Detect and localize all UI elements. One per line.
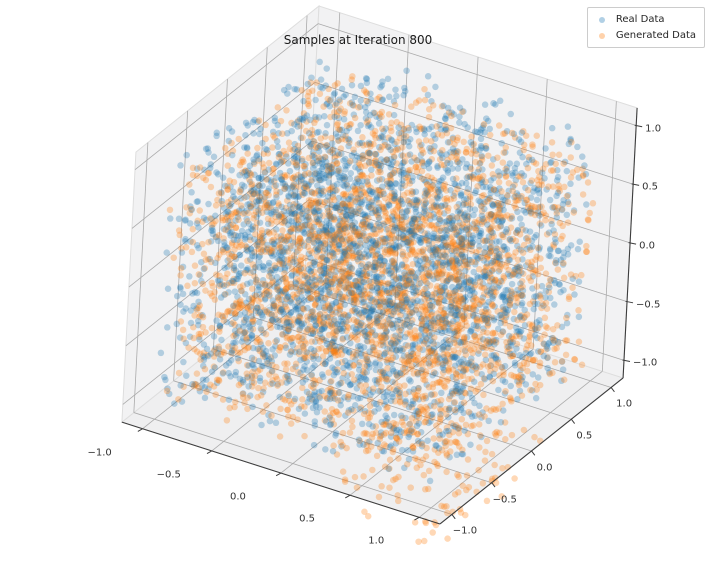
y-tick-label: 1.0 bbox=[616, 398, 633, 410]
legend-marker-real-data-icon bbox=[598, 16, 605, 23]
x-tick-label: 1.0 bbox=[368, 535, 385, 547]
z-tick-label: −0.5 bbox=[636, 299, 661, 311]
legend-marker-generated-data-icon bbox=[598, 32, 605, 39]
z-tick-label: 1.0 bbox=[645, 123, 662, 135]
chart-title: Samples at Iteration 800 bbox=[283, 33, 433, 47]
y-tick-label: −0.5 bbox=[492, 494, 517, 506]
z-tick-label: 0.5 bbox=[642, 181, 659, 193]
legend: Real Data Generated Data bbox=[586, 7, 705, 48]
x-tick-label: 0.0 bbox=[229, 491, 246, 503]
y-tick-label: −1.0 bbox=[452, 525, 478, 537]
x-tick-label: −1.0 bbox=[87, 447, 112, 459]
x-tick-label: 0.5 bbox=[299, 513, 316, 525]
z-tick-label: −1.0 bbox=[632, 357, 658, 369]
legend-label-generated-data: Generated Data bbox=[615, 30, 696, 41]
z-tick-label: 0.0 bbox=[639, 240, 655, 252]
legend-label-real-data: Real Data bbox=[615, 14, 665, 25]
x-tick-label: −0.5 bbox=[156, 469, 181, 481]
legend-item-real-data: Real Data bbox=[594, 12, 696, 27]
legend-item-generated-data: Generated Data bbox=[594, 28, 696, 43]
y-tick-label: 0.5 bbox=[576, 430, 593, 442]
y-tick-label: 0.0 bbox=[536, 462, 553, 474]
